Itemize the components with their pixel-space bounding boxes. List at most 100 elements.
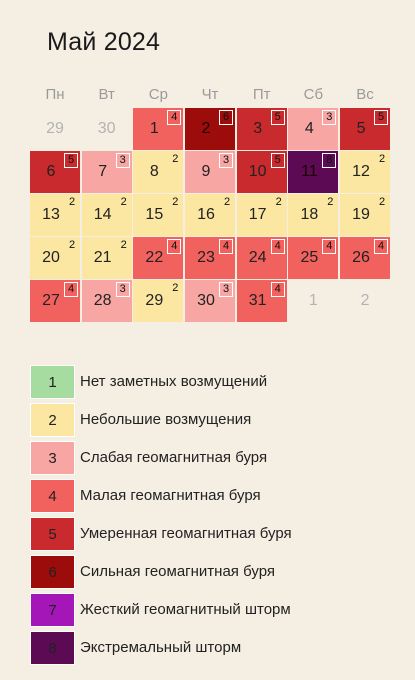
legend-swatch: 6 bbox=[30, 555, 75, 589]
legend-swatch: 1 bbox=[30, 365, 75, 399]
day-number: 14 bbox=[93, 206, 112, 223]
day-number: 30 bbox=[197, 292, 215, 309]
day-cell[interactable]: 29 bbox=[30, 108, 80, 150]
day-cell[interactable]: 20 2 bbox=[30, 237, 80, 279]
level-badge: 2 bbox=[327, 196, 334, 208]
day-number: 8 bbox=[149, 163, 159, 180]
weekday-label: Вс bbox=[356, 86, 374, 103]
level-badge: 4 bbox=[167, 239, 182, 254]
level-badge: 2 bbox=[68, 239, 76, 251]
level-badge: 4 bbox=[167, 110, 182, 125]
day-cell[interactable]: 23 4 bbox=[185, 237, 235, 279]
day-number: 7 bbox=[98, 163, 108, 180]
day-cell[interactable]: 31 4 bbox=[236, 280, 287, 322]
level-badge: 6 bbox=[219, 110, 233, 125]
day-cell[interactable]: 17 2 bbox=[236, 194, 287, 236]
day-number: 13 bbox=[42, 206, 60, 223]
legend-label: Малая геомагнитная буря bbox=[80, 487, 261, 504]
day-number: 29 bbox=[145, 292, 164, 309]
day-number: 2 bbox=[360, 292, 370, 309]
day-cell[interactable]: 25 4 bbox=[288, 237, 339, 279]
day-cell[interactable]: 16 2 bbox=[185, 194, 235, 236]
weekday-label: Ср bbox=[148, 86, 168, 103]
legend-item: 2 Небольшие возмущения bbox=[30, 403, 390, 437]
day-cell[interactable]: 18 2 bbox=[288, 194, 339, 236]
day-number: 25 bbox=[300, 249, 319, 266]
day-cell[interactable]: 28 3 bbox=[81, 280, 132, 322]
day-number: 22 bbox=[145, 249, 164, 266]
day-number: 29 bbox=[46, 120, 64, 137]
legend-swatch: 8 bbox=[30, 631, 75, 665]
day-cell[interactable]: 29 2 bbox=[133, 280, 184, 322]
legend-label: Жесткий геомагнитный шторм bbox=[80, 601, 291, 618]
level-badge: 2 bbox=[120, 239, 127, 251]
weekday-label: Сб bbox=[303, 86, 324, 103]
day-number: 24 bbox=[248, 249, 267, 266]
legend-label: Нет заметных возмущений bbox=[80, 373, 268, 390]
day-number: 26 bbox=[352, 249, 370, 266]
day-cell[interactable]: 2 bbox=[340, 280, 390, 322]
legend-swatch: 5 bbox=[30, 517, 75, 551]
legend-item: 5 Умеренная геомагнитная буря bbox=[30, 517, 390, 551]
day-cell[interactable]: 11 8 bbox=[288, 151, 339, 193]
day-cell[interactable]: 19 2 bbox=[340, 194, 391, 236]
calendar-grid: 29 30 1 4 2 6 3 5 4 3 5 5 6 5 7 3 8 2 9 3 10 5 11 8 12 2 13 2 14 2 15 2… bbox=[30, 108, 391, 330]
weekday-label: Пн bbox=[45, 86, 65, 103]
day-cell[interactable]: 15 2 bbox=[133, 194, 184, 236]
legend-item: 6 Сильная геомагнитная буря bbox=[30, 555, 390, 589]
level-badge: 2 bbox=[120, 196, 127, 208]
day-number: 23 bbox=[197, 249, 215, 266]
level-badge: 4 bbox=[64, 282, 78, 297]
day-number: 6 bbox=[46, 163, 56, 180]
level-badge: 8 bbox=[322, 153, 337, 168]
day-number: 9 bbox=[201, 163, 211, 180]
day-cell[interactable]: 10 5 bbox=[236, 151, 287, 193]
day-cell[interactable]: 13 2 bbox=[30, 194, 80, 236]
day-cell[interactable]: 14 2 bbox=[81, 194, 132, 236]
day-number: 12 bbox=[352, 163, 370, 180]
level-badge: 5 bbox=[270, 110, 285, 125]
day-cell[interactable]: 24 4 bbox=[236, 237, 287, 279]
legend-swatch: 4 bbox=[30, 479, 75, 513]
day-cell[interactable]: 27 4 bbox=[30, 280, 80, 322]
day-number: 19 bbox=[352, 206, 370, 223]
day-cell[interactable]: 12 2 bbox=[340, 151, 391, 193]
day-number: 2 bbox=[201, 120, 211, 137]
level-badge: 2 bbox=[275, 196, 282, 208]
day-number: 10 bbox=[248, 163, 267, 180]
weekday-label: Пт bbox=[252, 86, 271, 103]
level-badge: 3 bbox=[115, 282, 130, 297]
day-number: 21 bbox=[93, 249, 112, 266]
legend-swatch: 3 bbox=[30, 441, 75, 475]
day-number: 18 bbox=[300, 206, 319, 223]
day-number: 3 bbox=[253, 120, 263, 137]
day-cell[interactable]: 26 4 bbox=[340, 237, 391, 279]
weekday-label: Вт bbox=[98, 86, 115, 103]
legend-item: 8 Экстремальный шторм bbox=[30, 631, 390, 665]
legend-item: 4 Малая геомагнитная буря bbox=[30, 479, 390, 513]
day-cell[interactable]: 30 bbox=[82, 108, 132, 150]
day-cell[interactable]: 1 bbox=[288, 280, 338, 322]
day-cell[interactable]: 22 4 bbox=[133, 237, 184, 279]
day-number: 15 bbox=[145, 206, 164, 223]
level-badge: 2 bbox=[378, 196, 386, 208]
day-number: 17 bbox=[248, 206, 267, 223]
day-cell[interactable]: 30 3 bbox=[185, 280, 235, 322]
weekday-label: Чт bbox=[201, 86, 219, 103]
level-badge: 4 bbox=[374, 239, 389, 254]
level-badge: 4 bbox=[322, 239, 337, 254]
level-badge: 5 bbox=[270, 153, 285, 168]
legend-item: 1 Нет заметных возмущений bbox=[30, 365, 390, 399]
level-badge: 5 bbox=[64, 153, 78, 168]
day-number: 11 bbox=[301, 163, 318, 180]
day-cell[interactable]: 21 2 bbox=[81, 237, 132, 279]
